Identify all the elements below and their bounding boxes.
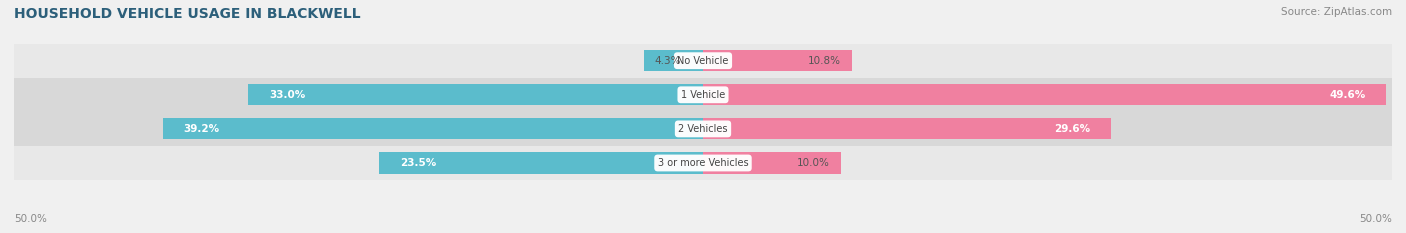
Text: Source: ZipAtlas.com: Source: ZipAtlas.com — [1281, 7, 1392, 17]
Text: 10.0%: 10.0% — [797, 158, 830, 168]
Text: 2 Vehicles: 2 Vehicles — [678, 124, 728, 134]
Text: 23.5%: 23.5% — [399, 158, 436, 168]
Text: HOUSEHOLD VEHICLE USAGE IN BLACKWELL: HOUSEHOLD VEHICLE USAGE IN BLACKWELL — [14, 7, 361, 21]
Bar — [380, 152, 703, 174]
Bar — [703, 50, 852, 71]
Bar — [703, 118, 1111, 140]
Text: 50.0%: 50.0% — [1360, 214, 1392, 224]
Bar — [14, 44, 1392, 78]
Bar — [14, 146, 1392, 180]
Text: 1 Vehicle: 1 Vehicle — [681, 90, 725, 100]
Text: 50.0%: 50.0% — [14, 214, 46, 224]
Bar — [163, 118, 703, 140]
Text: 39.2%: 39.2% — [184, 124, 219, 134]
Bar — [14, 78, 1392, 112]
Text: 3 or more Vehicles: 3 or more Vehicles — [658, 158, 748, 168]
Bar — [703, 152, 841, 174]
Bar — [249, 84, 703, 105]
Text: 10.8%: 10.8% — [808, 56, 841, 66]
Bar — [644, 50, 703, 71]
Text: 4.3%: 4.3% — [655, 56, 682, 66]
Text: 49.6%: 49.6% — [1330, 90, 1365, 100]
Text: 29.6%: 29.6% — [1054, 124, 1090, 134]
Text: 33.0%: 33.0% — [269, 90, 305, 100]
Text: No Vehicle: No Vehicle — [678, 56, 728, 66]
Bar — [14, 112, 1392, 146]
Bar — [703, 84, 1386, 105]
